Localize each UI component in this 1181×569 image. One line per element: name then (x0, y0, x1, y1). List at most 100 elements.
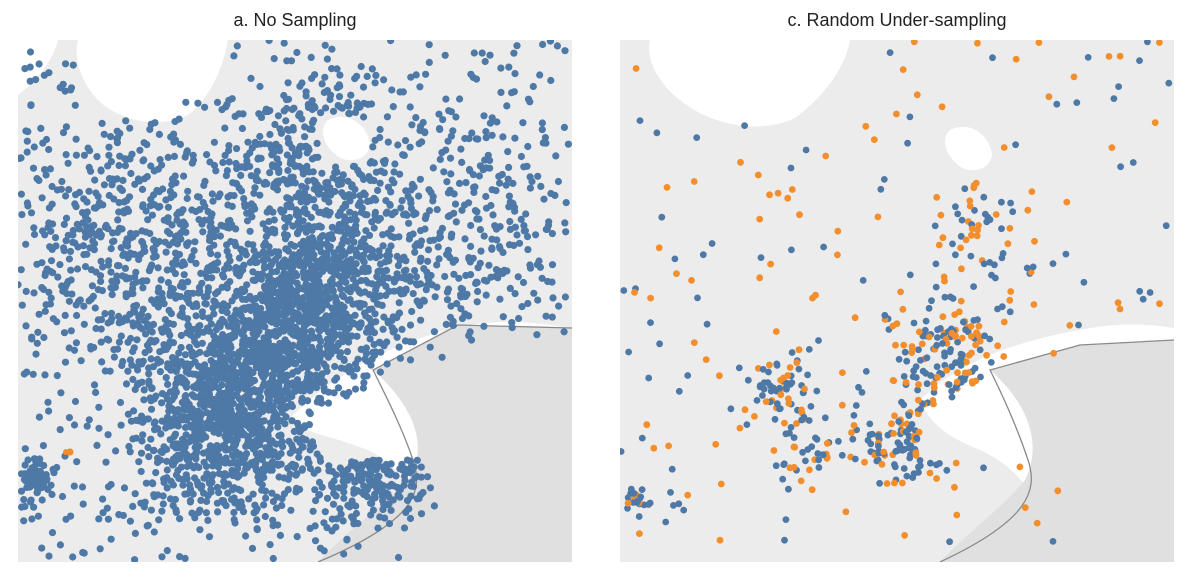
data-point-majority (915, 346, 922, 354)
data-point-majority (781, 536, 788, 544)
data-point-majority (351, 229, 359, 237)
data-point-minority (762, 398, 770, 405)
data-point-majority (248, 200, 256, 208)
data-point-majority (658, 213, 666, 221)
data-point-majority (1136, 287, 1144, 295)
data-point-majority (773, 400, 781, 408)
data-point-majority (188, 159, 196, 167)
data-point-majority (905, 444, 913, 452)
data-point-majority (402, 210, 410, 218)
data-point-majority (344, 177, 352, 185)
data-point-majority (321, 195, 329, 203)
data-point-majority (298, 79, 306, 87)
data-point-minority (1006, 225, 1014, 232)
data-point-majority (26, 48, 35, 56)
data-point-majority (326, 243, 334, 251)
data-point-minority (1050, 349, 1057, 357)
data-point-majority (185, 400, 193, 408)
data-point-majority (421, 225, 429, 233)
data-point-majority (163, 547, 171, 555)
data-point-minority (751, 413, 758, 420)
data-point-majority (293, 533, 301, 541)
data-point-majority (322, 184, 330, 192)
data-point-minority (839, 369, 846, 376)
data-point-majority (77, 357, 85, 365)
data-point-majority (247, 74, 255, 82)
data-point-minority (900, 341, 908, 349)
data-point-majority (156, 348, 164, 356)
data-point-majority (314, 466, 322, 474)
data-point-majority (760, 379, 768, 386)
data-point-majority (306, 268, 315, 276)
data-point-majority (197, 395, 206, 403)
data-point-minority (1031, 237, 1038, 245)
data-point-majority (802, 457, 809, 465)
data-point-majority (284, 464, 292, 472)
data-point-majority (504, 148, 512, 156)
data-point-majority (183, 490, 191, 498)
data-point-majority (868, 430, 876, 438)
data-point-majority (407, 196, 415, 204)
data-point-majority (980, 260, 988, 268)
data-point-majority (205, 453, 213, 461)
data-point-majority (35, 60, 43, 68)
data-point-majority (154, 454, 162, 462)
data-point-majority (122, 275, 130, 283)
data-point-minority (974, 40, 981, 47)
data-point-majority (699, 251, 707, 259)
data-point-majority (236, 450, 244, 458)
data-point-majority (169, 339, 177, 347)
data-point-majority (535, 257, 543, 265)
data-point-minority (1000, 353, 1008, 360)
data-point-majority (115, 161, 123, 170)
data-point-majority (109, 177, 117, 185)
data-point-majority (544, 277, 552, 286)
data-point-majority (231, 519, 239, 527)
data-point-minority (953, 378, 961, 386)
data-point-majority (140, 396, 148, 404)
data-point-majority (20, 517, 28, 525)
data-point-majority (476, 226, 484, 234)
data-point-minority (975, 322, 983, 330)
data-point-majority (891, 461, 898, 468)
data-point-majority (69, 226, 77, 235)
data-point-majority (339, 204, 347, 212)
data-point-majority (539, 40, 547, 49)
data-point-majority (363, 72, 371, 80)
data-point-majority (262, 225, 270, 233)
data-point-majority (281, 235, 290, 243)
data-point-majority (273, 186, 282, 194)
data-point-majority (458, 158, 466, 166)
data-point-majority (967, 252, 975, 260)
data-point-majority (937, 325, 944, 332)
data-point-majority (152, 392, 160, 400)
data-point-majority (257, 275, 265, 283)
data-point-majority (409, 290, 417, 298)
data-point-majority (466, 258, 474, 266)
data-point-majority (261, 402, 269, 410)
data-point-majority (1075, 321, 1082, 329)
data-point-majority (148, 211, 156, 219)
data-point-minority (958, 265, 965, 273)
data-point-majority (312, 497, 320, 505)
data-point-majority (95, 403, 103, 411)
data-point-majority (144, 443, 152, 452)
data-point-majority (560, 328, 568, 336)
data-point-majority (415, 192, 423, 200)
data-point-majority (271, 409, 279, 417)
data-point-majority (489, 211, 497, 219)
data-point-majority (213, 451, 221, 459)
data-point-majority (948, 387, 955, 395)
data-point-majority (154, 425, 162, 433)
data-point-majority (401, 272, 409, 280)
data-point-minority (647, 294, 654, 302)
data-point-majority (561, 219, 569, 227)
data-point-majority (340, 494, 348, 502)
data-point-majority (116, 152, 124, 160)
data-point-minority (684, 491, 692, 499)
data-point-majority (196, 417, 204, 425)
data-point-majority (75, 225, 83, 233)
data-point-majority (78, 483, 87, 491)
data-point-majority (69, 61, 77, 69)
data-point-majority (223, 261, 231, 269)
